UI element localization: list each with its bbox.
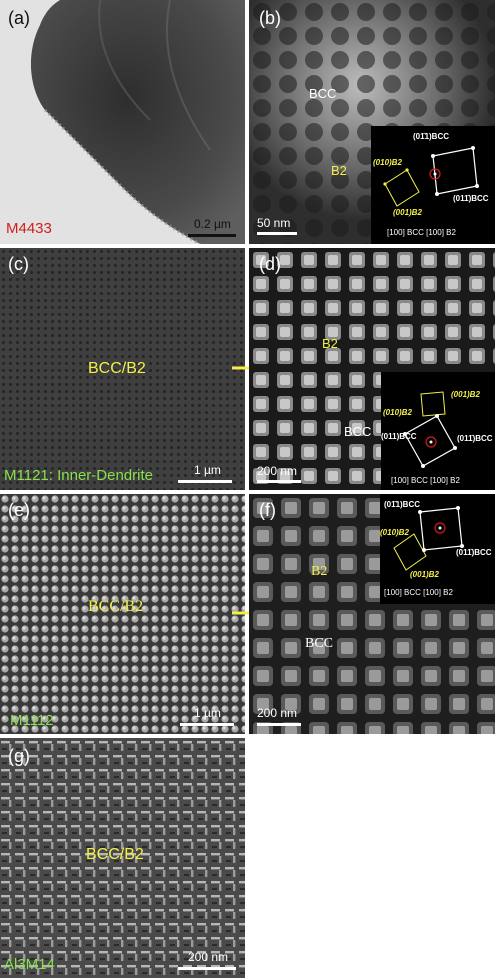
panel-b-sad-spot-2: (010)B2 bbox=[373, 158, 402, 167]
panel-a-scale-bar bbox=[188, 234, 236, 237]
panel-g-phase-label: BCC/B2 bbox=[86, 846, 144, 863]
panel-e-scale-bar bbox=[180, 723, 234, 726]
panel-g-scale-label: 200 nm bbox=[188, 950, 229, 964]
panel-g-alloy-label: Al3M14 bbox=[4, 956, 55, 973]
panel-b-diffraction-inset: (01̄1)BCC (010)B2 (001)B2 (011̄)BCC [100… bbox=[371, 126, 495, 244]
panel-c-micrograph bbox=[0, 248, 245, 490]
panel-b-scale-label: 50 nm bbox=[257, 216, 291, 230]
panel-b-phase-bcc: BCC bbox=[309, 86, 337, 101]
panel-b-sad-spot-3: (001)B2 bbox=[393, 208, 422, 217]
panel-b-dark-field-image: (b) BCC B2 50 nm (01̄1)BCC (010)B2 (001)… bbox=[249, 0, 495, 244]
panel-d-sad-spot-4: (011̄)BCC bbox=[457, 434, 493, 443]
panel-c-caption: M1121: Inner-Dendrite bbox=[4, 467, 153, 484]
panel-g-scale-bar bbox=[178, 967, 236, 970]
panel-f-scale-label: 200 nm bbox=[257, 706, 298, 720]
panel-a-tem-image: (a) M4433 0.2 µm bbox=[0, 0, 245, 244]
panel-c-scale-label: 1 µm bbox=[194, 463, 221, 477]
panel-d-phase-b2: B2 bbox=[322, 336, 338, 351]
panel-d-label: (d) bbox=[259, 254, 281, 274]
panel-f-diffraction-pattern bbox=[393, 506, 464, 571]
panel-b-scale-bar bbox=[257, 232, 297, 235]
panel-c-scale-bar bbox=[178, 480, 232, 483]
panel-d-dark-field-image: (d) B2 BCC 200 nm (010)B2 (001)B2 (011)B… bbox=[249, 248, 495, 490]
panel-b-sad-spot-4: (011̄)BCC bbox=[453, 194, 489, 203]
panel-d-scale-bar bbox=[257, 480, 301, 483]
panel-g-sem-image: (g) BCC/B2 Al3M14 200 nm bbox=[0, 738, 245, 978]
panel-b-diffraction-pattern bbox=[383, 146, 479, 207]
panel-d-sad-spot-3: (011)BCC bbox=[381, 432, 417, 441]
panel-d-phase-bcc: BCC bbox=[344, 424, 372, 439]
panel-f-diffraction-inset: (01̄1)BCC (010)B2 (011̄)BCC (001)B2 [100… bbox=[380, 494, 495, 604]
panel-e-micrograph bbox=[0, 494, 245, 734]
panel-b-phase-b2: B2 bbox=[331, 163, 347, 178]
panel-f-phase-bcc: BCC bbox=[305, 636, 334, 651]
panel-a-scale-label: 0.2 µm bbox=[194, 217, 231, 231]
panel-f-sad-spot-4: (001)B2 bbox=[410, 570, 439, 579]
panel-b-sad-zone-axis: [100] BCC [100] B2 bbox=[387, 228, 456, 237]
panel-d-sad-spot-2: (001)B2 bbox=[451, 390, 480, 399]
panel-c-label: (c) bbox=[8, 254, 29, 274]
panel-f-sad-spot-1: (01̄1)BCC bbox=[384, 500, 421, 509]
panel-f-dark-field-image: (f) B2 BCC 200 nm (01̄1)BCC (010)B2 (011… bbox=[249, 494, 495, 734]
panel-f-scale-bar bbox=[257, 723, 301, 726]
panel-b-sad-spot-1: (01̄1)BCC bbox=[413, 132, 450, 141]
panel-d-diffraction-inset: (010)B2 (001)B2 (011)BCC (011̄)BCC [100]… bbox=[381, 372, 495, 490]
panel-c-phase-label: BCC/B2 bbox=[88, 360, 146, 377]
panel-a-alloy-label: M4433 bbox=[6, 220, 52, 237]
panel-e-scale-label: 1 µm bbox=[194, 706, 221, 720]
panel-d-sad-spot-1: (010)B2 bbox=[383, 408, 412, 417]
panel-g-label: (g) bbox=[8, 746, 30, 766]
panel-e-sem-image: (e) BCC/B2 M1112 1 µm bbox=[0, 494, 245, 734]
panel-f-label: (f) bbox=[259, 500, 276, 520]
panel-g-micrograph bbox=[0, 738, 245, 978]
panel-c-sem-image: (c) BCC/B2 M1121: Inner-Dendrite 1 µm bbox=[0, 248, 245, 490]
panel-f-sad-spot-3: (011̄)BCC bbox=[456, 548, 492, 557]
panel-d-diffraction-pattern bbox=[403, 391, 457, 468]
panel-b-label: (b) bbox=[259, 8, 281, 28]
panel-f-sad-zone-axis: [100] BCC [100] B2 bbox=[384, 588, 453, 597]
panel-e-label: (e) bbox=[8, 500, 30, 520]
panel-d-sad-zone-axis: [100] BCC [100] B2 bbox=[391, 476, 460, 485]
panel-e-phase-label: BCC/B2 bbox=[88, 598, 144, 615]
panel-a-label: (a) bbox=[8, 8, 30, 28]
panel-f-sad-spot-2: (010)B2 bbox=[380, 528, 409, 537]
panel-d-scale-label: 200 nm bbox=[257, 464, 298, 478]
panel-f-phase-b2: B2 bbox=[311, 564, 328, 579]
panel-a-micrograph bbox=[0, 0, 245, 244]
panel-e-alloy-label: M1112 bbox=[10, 712, 54, 729]
